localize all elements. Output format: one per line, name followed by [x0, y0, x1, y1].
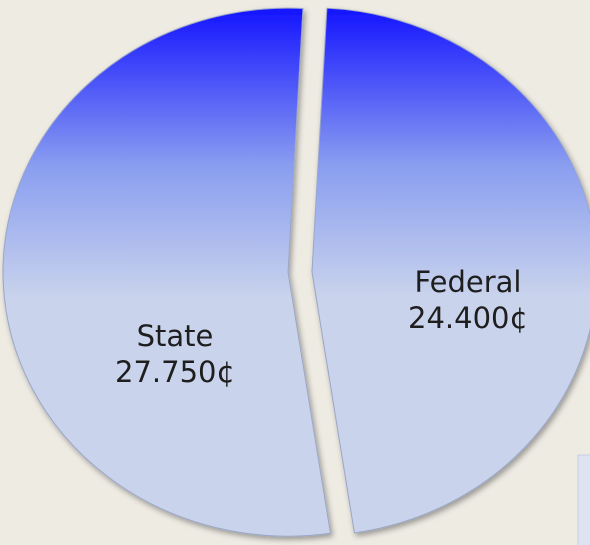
pie-slice: [311, 7, 590, 534]
slice-category-label: Federal: [415, 265, 522, 299]
side-panel: [577, 454, 590, 545]
slice-category-label: State: [137, 319, 214, 353]
pie-slice: [2, 7, 332, 537]
slice-value-label: 24.400¢: [408, 301, 528, 335]
slice-value-label: 27.750¢: [115, 355, 235, 389]
